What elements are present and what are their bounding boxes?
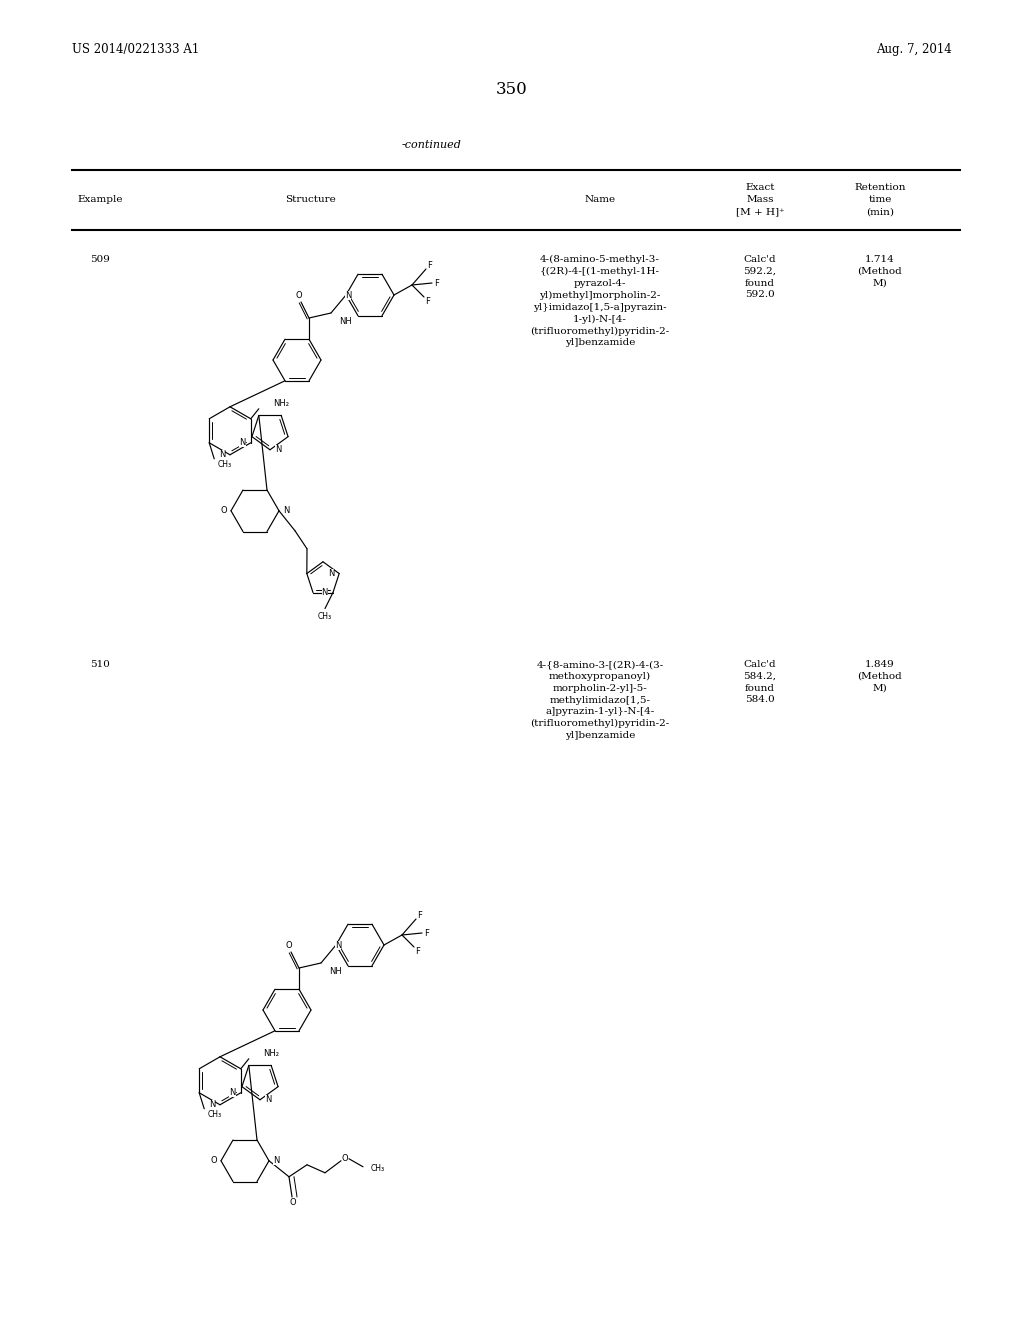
Text: Aug. 7, 2014: Aug. 7, 2014 <box>877 44 952 57</box>
Text: N: N <box>273 1156 280 1166</box>
Text: N: N <box>345 290 351 300</box>
Text: F: F <box>425 928 429 937</box>
Text: [M + H]⁺: [M + H]⁺ <box>735 207 784 216</box>
Text: NH: NH <box>339 317 352 326</box>
Text: CH₃: CH₃ <box>317 612 332 620</box>
Text: CH₃: CH₃ <box>371 1164 385 1173</box>
Text: N: N <box>265 1096 271 1105</box>
Text: 1.849
(Method
M): 1.849 (Method M) <box>858 660 902 693</box>
Text: O: O <box>296 292 302 301</box>
Text: N: N <box>275 445 282 454</box>
Text: Exact: Exact <box>745 183 775 193</box>
Text: N: N <box>240 438 246 447</box>
Text: N: N <box>335 940 341 949</box>
Text: NH₂: NH₂ <box>263 1049 279 1059</box>
Text: O: O <box>220 507 227 515</box>
Text: N: N <box>328 569 334 578</box>
Text: CH₃: CH₃ <box>217 461 231 470</box>
Text: N: N <box>322 587 328 597</box>
Text: 4-(8-amino-5-methyl-3-
{(2R)-4-[(1-methyl-1H-
pyrazol-4-
yl)methyl]morpholin-2-
: 4-(8-amino-5-methyl-3- {(2R)-4-[(1-methy… <box>530 255 670 347</box>
Text: 4-{8-amino-3-[(2R)-4-(3-
methoxypropanoyl)
morpholin-2-yl]-5-
methylimidazo[1,5-: 4-{8-amino-3-[(2R)-4-(3- methoxypropanoy… <box>530 660 670 741</box>
Text: N: N <box>229 1088 236 1097</box>
Text: -continued: -continued <box>402 140 462 150</box>
Text: Mass: Mass <box>746 195 774 205</box>
Text: 1.714
(Method
M): 1.714 (Method M) <box>858 255 902 288</box>
Text: Structure: Structure <box>285 195 336 205</box>
Text: F: F <box>428 260 432 269</box>
Text: O: O <box>342 1154 348 1163</box>
Text: Name: Name <box>585 195 615 205</box>
Text: 509: 509 <box>90 255 110 264</box>
Text: O: O <box>286 941 292 950</box>
Text: 510: 510 <box>90 660 110 669</box>
Text: US 2014/0221333 A1: US 2014/0221333 A1 <box>72 44 200 57</box>
Text: 350: 350 <box>496 82 528 99</box>
Text: O: O <box>290 1199 296 1208</box>
Text: N: N <box>283 507 290 515</box>
Text: time: time <box>868 195 892 205</box>
Text: Retention: Retention <box>854 183 906 193</box>
Text: Calc'd
592.2,
found
592.0: Calc'd 592.2, found 592.0 <box>743 255 776 300</box>
Text: F: F <box>434 279 439 288</box>
Text: Example: Example <box>77 195 123 205</box>
Text: NH₂: NH₂ <box>272 399 289 408</box>
Text: N: N <box>209 1101 215 1109</box>
Text: F: F <box>426 297 430 305</box>
Text: Calc'd
584.2,
found
584.0: Calc'd 584.2, found 584.0 <box>743 660 776 705</box>
Text: NH: NH <box>329 966 342 975</box>
Text: (min): (min) <box>866 207 894 216</box>
Text: N: N <box>219 450 225 459</box>
Text: F: F <box>418 911 423 920</box>
Text: CH₃: CH₃ <box>207 1110 221 1119</box>
Text: O: O <box>210 1156 217 1166</box>
Text: F: F <box>416 946 421 956</box>
